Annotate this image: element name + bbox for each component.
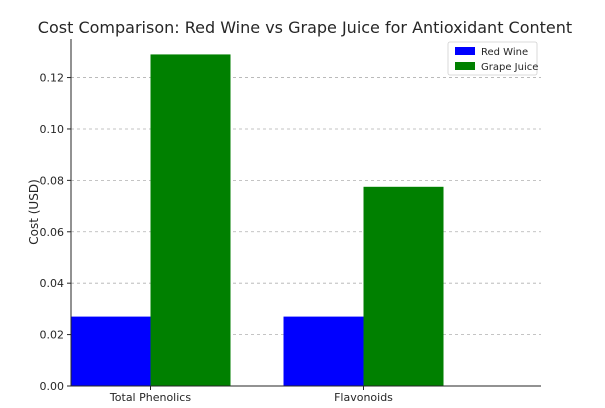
y-axis-label: Cost (USD) xyxy=(27,179,41,245)
y-tick-label: 0.10 xyxy=(40,123,65,136)
x-ticks: Total Phenolics Flavonoids xyxy=(109,386,393,404)
y-tick-label: 0.08 xyxy=(40,174,65,187)
legend: Red Wine Grape Juice xyxy=(447,41,538,76)
y-tick-label: 0.02 xyxy=(40,329,65,342)
y-tick-label: 0.12 xyxy=(40,72,65,85)
legend-swatch xyxy=(455,62,475,70)
legend-label: Grape Juice xyxy=(481,62,538,73)
bar-red-wine-total-phenolics xyxy=(70,316,151,386)
y-tick-label: 0.04 xyxy=(40,277,65,290)
x-tick-label: Flavonoids xyxy=(334,391,393,404)
legend-label: Red Wine xyxy=(481,47,528,58)
y-ticks: 0.00 0.02 0.04 0.06 0.08 0.10 0.12 xyxy=(40,72,71,393)
x-tick-label: Total Phenolics xyxy=(109,391,191,404)
bar-grape-juice-total-phenolics xyxy=(150,54,231,387)
bar-grape-juice-flavonoids xyxy=(363,186,444,386)
y-tick-label: 0.00 xyxy=(40,380,65,393)
bars xyxy=(70,54,444,387)
chart-title: Cost Comparison: Red Wine vs Grape Juice… xyxy=(38,18,572,37)
bar-red-wine-flavonoids xyxy=(283,316,364,386)
axes xyxy=(70,39,541,387)
legend-swatch xyxy=(455,47,475,55)
y-tick-label: 0.06 xyxy=(40,226,65,239)
